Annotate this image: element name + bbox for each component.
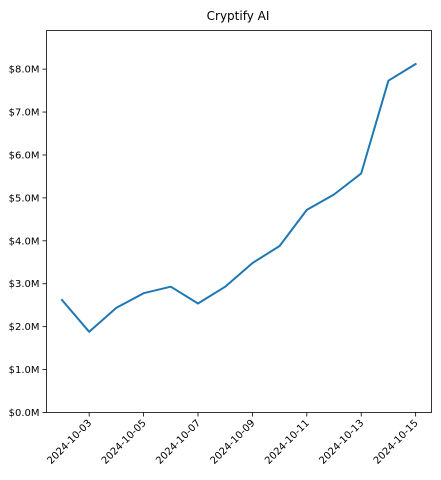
y-tick-label: $7.0M xyxy=(9,108,40,119)
x-tick-label: 2024-10-15 xyxy=(372,418,421,467)
series-layer xyxy=(60,62,417,333)
x-tick-label: 2024-10-11 xyxy=(263,418,312,467)
x-tick-label: 2024-10-09 xyxy=(209,418,258,467)
y-tick-label: $3.0M xyxy=(9,279,40,290)
x-axis: 2024-10-03 2024-10-05 2024-10-07 2024-10-09… xyxy=(45,412,421,467)
plot-area-frame xyxy=(46,30,432,413)
y-tick-label: $2.0M xyxy=(9,322,40,333)
chart-title: Cryptify AI xyxy=(207,9,270,23)
y-tick-label: $8.0M xyxy=(9,65,40,76)
y-tick-label: $4.0M xyxy=(9,236,40,247)
y-tick-label: $1.0M xyxy=(9,365,40,376)
x-tick-label: 2024-10-05 xyxy=(100,418,149,467)
x-tick-label: 2024-10-13 xyxy=(317,418,366,467)
y-axis: $0.0M $1.0M $2.0M $3.0M $4.0M $5.0M $6.0M $7.0M… xyxy=(9,65,47,419)
y-tick-label: $5.0M xyxy=(9,193,40,204)
y-tick-label: $0.0M xyxy=(9,408,40,419)
series-line xyxy=(60,62,417,333)
y-tick-label: $6.0M xyxy=(9,150,40,161)
x-tick-label: 2024-10-03 xyxy=(45,418,94,467)
x-tick-label: 2024-10-07 xyxy=(154,418,203,467)
